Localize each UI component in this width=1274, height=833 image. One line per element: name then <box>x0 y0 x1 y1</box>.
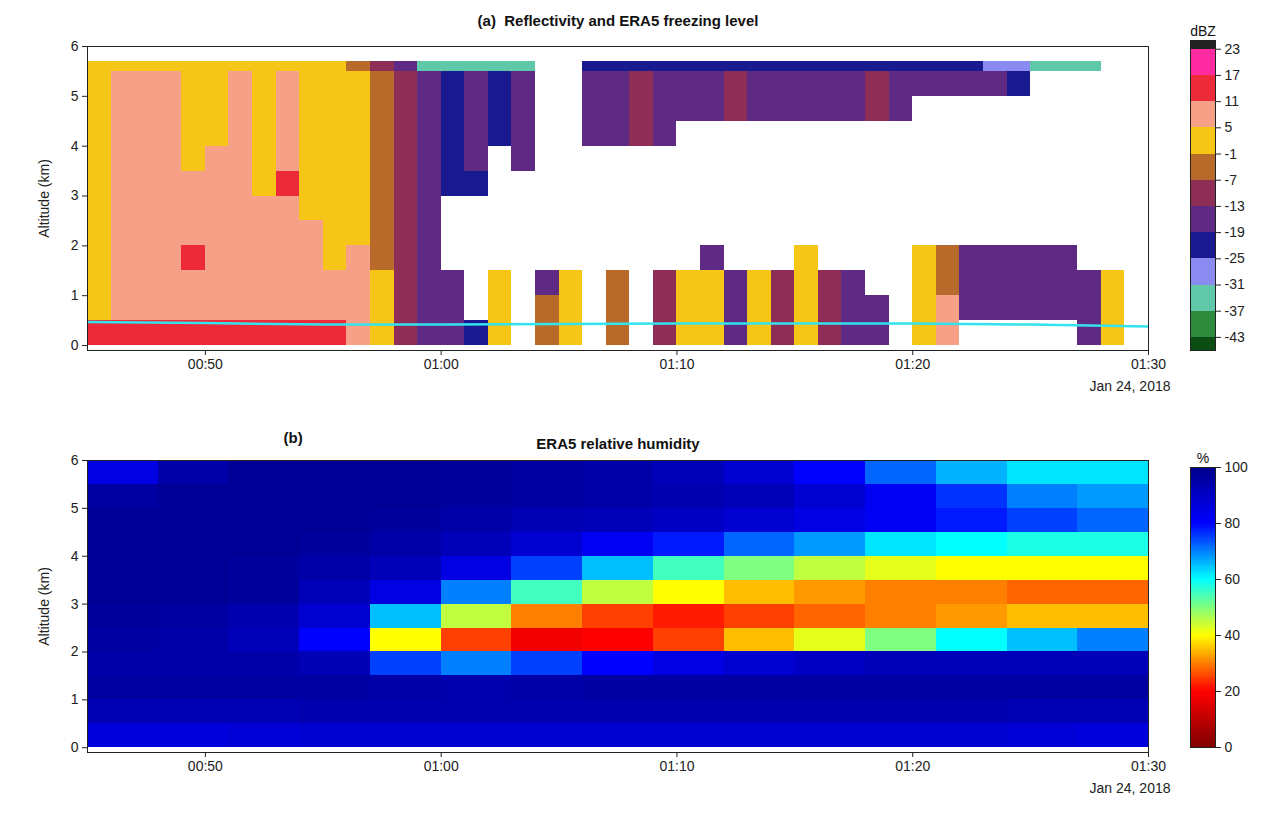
svg-text:4: 4 <box>71 548 79 564</box>
svg-text:23: 23 <box>1225 41 1241 57</box>
svg-text:5: 5 <box>71 500 79 516</box>
svg-text:-1: -1 <box>1225 146 1238 162</box>
svg-text:3: 3 <box>71 187 79 203</box>
svg-text:-19: -19 <box>1225 224 1245 240</box>
svg-text:60: 60 <box>1225 571 1241 587</box>
svg-text:40: 40 <box>1225 627 1241 643</box>
svg-text:0: 0 <box>1225 739 1233 755</box>
svg-text:2: 2 <box>71 237 79 253</box>
svg-text:3: 3 <box>71 596 79 612</box>
svg-text:5: 5 <box>71 88 79 104</box>
svg-text:-7: -7 <box>1225 172 1238 188</box>
svg-text:00:50: 00:50 <box>188 356 223 372</box>
svg-text:01:10: 01:10 <box>659 758 694 774</box>
svg-text:(a) Reflectivity and ERA5 fre: (a) Reflectivity and ERA5 freezing level <box>478 12 759 29</box>
svg-text:17: 17 <box>1225 67 1241 83</box>
svg-text:100: 100 <box>1225 459 1249 475</box>
svg-text:01:30: 01:30 <box>1131 758 1166 774</box>
svg-text:6: 6 <box>71 452 79 468</box>
svg-text:01:00: 01:00 <box>424 356 459 372</box>
svg-text:01:10: 01:10 <box>659 356 694 372</box>
svg-text:-31: -31 <box>1225 276 1245 292</box>
svg-text:-43: -43 <box>1225 329 1245 345</box>
svg-text:0: 0 <box>71 739 79 755</box>
svg-text:-13: -13 <box>1225 198 1245 214</box>
svg-text:4: 4 <box>71 138 79 154</box>
svg-text:dBZ: dBZ <box>1190 23 1216 39</box>
svg-text:-25: -25 <box>1225 250 1245 266</box>
svg-text:Altitude (km): Altitude (km) <box>36 567 52 646</box>
svg-text:6: 6 <box>71 38 79 54</box>
svg-text:1: 1 <box>71 691 79 707</box>
svg-text:2: 2 <box>71 643 79 659</box>
svg-text:Altitude (km): Altitude (km) <box>36 159 52 238</box>
svg-text:01:00: 01:00 <box>424 758 459 774</box>
svg-text:00:50: 00:50 <box>188 758 223 774</box>
svg-text:20: 20 <box>1225 683 1241 699</box>
svg-text:11: 11 <box>1225 93 1240 109</box>
svg-text:5: 5 <box>1225 119 1233 135</box>
svg-text:-37: -37 <box>1225 303 1245 319</box>
svg-text:(b): (b) <box>284 429 303 446</box>
svg-text:Jan 24, 2018: Jan 24, 2018 <box>1090 780 1171 796</box>
svg-text:01:20: 01:20 <box>895 356 930 372</box>
svg-text:01:30: 01:30 <box>1131 356 1166 372</box>
svg-text:1: 1 <box>71 287 79 303</box>
svg-text:80: 80 <box>1225 515 1241 531</box>
svg-text:01:20: 01:20 <box>895 758 930 774</box>
svg-text:ERA5 relative humidity: ERA5 relative humidity <box>536 435 700 452</box>
svg-text:Jan 24, 2018: Jan 24, 2018 <box>1090 378 1171 394</box>
svg-text:0: 0 <box>71 337 79 353</box>
svg-text:%: % <box>1197 450 1209 466</box>
